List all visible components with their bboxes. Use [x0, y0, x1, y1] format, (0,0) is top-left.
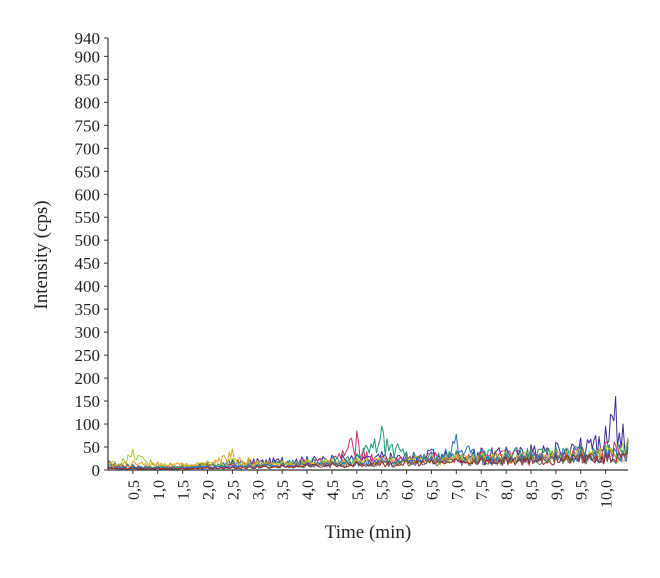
x-tick-label: 8,0: [499, 480, 516, 500]
x-tick-label: 4,5: [325, 480, 342, 500]
x-tick-label: 3,5: [275, 480, 292, 500]
y-axis-title: Intensity (cps): [31, 200, 52, 309]
y-tick-label: 750: [75, 116, 101, 135]
axis-layer: [107, 38, 628, 471]
y-tick-label: 50: [83, 438, 100, 457]
y-tick-label: 150: [75, 392, 101, 411]
y-tick-label: 550: [75, 208, 101, 227]
x-tick-label: 1,0: [151, 480, 168, 500]
series-line-8: [107, 452, 629, 470]
y-tick-label: 100: [75, 415, 101, 434]
x-tick-label: 6,0: [400, 480, 417, 500]
x-tick-label: 9,5: [574, 480, 591, 500]
x-tick-label: 6,5: [424, 480, 441, 500]
y-tick-label: 650: [75, 162, 101, 181]
y-tick-label: 350: [75, 300, 101, 319]
y-tick-label: 450: [75, 254, 101, 273]
x-axis-title: Time (min): [325, 522, 411, 543]
x-ticks: 0,5 1,0 1,5 2,0 2,5 3,0 3,5 4,0 4,5 5,0 5,5 6,0 6,5 7…: [126, 470, 616, 508]
x-tick-label: 5,5: [375, 480, 392, 500]
x-tick-label: 1,5: [176, 480, 193, 500]
y-ticks: 0 50 100 150 200 250 300 350 400 450 500 550 600 650 7…: [75, 29, 108, 480]
x-tick-label: 0,5: [126, 480, 143, 500]
x-tick-label: 7,5: [474, 480, 491, 500]
x-tick-label: 10,0: [599, 480, 616, 508]
y-tick-label: 0: [92, 461, 101, 480]
y-tick-label: 600: [75, 185, 101, 204]
x-tick-label: 2,5: [225, 480, 242, 500]
x-tick-label: 5,0: [350, 480, 367, 500]
x-tick-label: 2,0: [201, 480, 218, 500]
series-layer: [107, 396, 629, 470]
x-tick-label: 4,0: [300, 480, 317, 500]
y-tick-label: 800: [75, 93, 101, 112]
y-tick-label: 700: [75, 139, 101, 158]
x-tick-label: 9,0: [549, 480, 566, 500]
x-tick-label: 7,0: [449, 480, 466, 500]
y-tick-label: 250: [75, 346, 101, 365]
y-tick-label: 400: [75, 277, 101, 296]
y-tick-label: 940: [75, 29, 101, 48]
y-tick-label: 500: [75, 231, 101, 250]
y-tick-label: 200: [75, 369, 101, 388]
y-tick-label: 900: [75, 47, 101, 66]
series-line-3: [107, 425, 629, 470]
y-tick-label: 850: [75, 70, 101, 89]
x-tick-label: 3,0: [250, 480, 267, 500]
x-tick-label: 8,5: [524, 480, 541, 500]
y-tick-label: 300: [75, 323, 101, 342]
